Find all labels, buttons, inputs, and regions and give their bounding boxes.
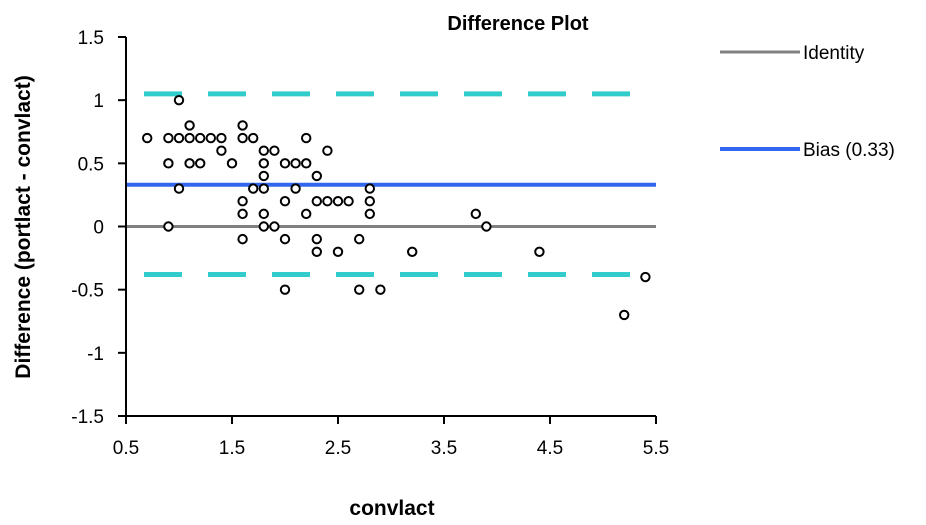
data-point: [237, 120, 248, 131]
data-point: [279, 196, 291, 207]
data-point: [258, 145, 269, 156]
data-point: [269, 221, 280, 232]
legend-label-bias-0-33: Bias (0.33): [803, 140, 895, 161]
data-point: [279, 233, 291, 245]
data-point: [269, 145, 280, 156]
data-point: [237, 233, 248, 245]
data-point: [205, 132, 217, 144]
x-tick-label: 2.5: [325, 438, 351, 459]
data-point: [332, 196, 344, 207]
x-axis-title: convlact: [349, 497, 434, 520]
data-point: [332, 246, 344, 257]
x-tick-label: 0.5: [113, 438, 139, 459]
y-tick-label: 1: [93, 91, 104, 112]
x-tick-labels: 0.5 1.5 2.5 3.5 4.5 5.5: [113, 416, 669, 459]
data-point: [311, 170, 322, 182]
data-point: [640, 271, 651, 283]
data-point: [173, 132, 185, 144]
data-point: [163, 221, 174, 232]
data-point: [195, 158, 206, 169]
x-tick-label: 3.5: [431, 438, 457, 459]
data-point: [354, 233, 365, 245]
data-point: [343, 196, 354, 207]
data-point: [184, 120, 195, 131]
data-point: [216, 145, 227, 156]
data-point: [258, 221, 269, 232]
data-point: [142, 132, 153, 144]
data-points: [142, 94, 651, 321]
y-tick-label: 1.5: [78, 28, 104, 49]
x-tick-label: 5.5: [643, 438, 669, 459]
data-point: [534, 246, 545, 257]
reference-lines: [126, 91, 656, 278]
data-point: [311, 233, 322, 245]
data-point: [163, 132, 174, 144]
data-point: [290, 158, 301, 169]
data-point: [619, 309, 630, 321]
x-tick-label: 1.5: [219, 438, 245, 459]
data-point: [290, 183, 301, 194]
data-point: [322, 196, 333, 207]
x-tick-label: 4.5: [537, 438, 563, 459]
data-point: [258, 158, 269, 169]
y-tick-label: 0: [93, 218, 104, 239]
chart-title: Difference Plot: [447, 13, 588, 35]
data-point: [354, 284, 365, 295]
data-point: [184, 158, 195, 169]
data-point: [311, 196, 322, 207]
data-point: [407, 246, 418, 257]
legend-label-identity: Identity: [803, 43, 865, 64]
data-point: [481, 221, 492, 232]
data-point: [301, 208, 312, 220]
data-point: [237, 196, 248, 207]
y-tick-label: -1.5: [71, 407, 104, 428]
data-point: [258, 208, 269, 220]
data-point: [195, 132, 206, 144]
y-axis-title: Difference (portlact - convlact): [12, 75, 35, 378]
data-point: [364, 208, 375, 220]
data-point: [184, 132, 195, 144]
data-point: [163, 158, 174, 169]
y-tick-label: 0.5: [78, 154, 104, 175]
data-point: [301, 132, 312, 144]
data-point: [258, 183, 269, 194]
data-point: [301, 158, 312, 169]
y-tick-label: -0.5: [71, 281, 104, 302]
data-point: [279, 158, 291, 169]
data-point: [279, 284, 291, 295]
data-point: [248, 132, 259, 144]
data-point: [216, 132, 227, 144]
legend: Identity Bias (0.33): [720, 43, 895, 161]
data-point: [470, 208, 481, 220]
data-point: [248, 183, 259, 194]
data-point: [226, 158, 238, 169]
data-point: [364, 196, 375, 207]
data-point: [237, 132, 248, 144]
y-tick-labels: 1.5 1 0.5 0 -0.5 -1 -1.5: [71, 28, 126, 428]
data-point: [311, 246, 322, 257]
data-point: [237, 208, 248, 220]
data-point: [258, 170, 269, 182]
data-point: [375, 284, 386, 295]
data-point: [173, 183, 185, 194]
data-point: [364, 183, 375, 194]
data-point: [322, 145, 333, 156]
data-point: [173, 94, 185, 106]
y-tick-label: -1: [87, 344, 104, 365]
